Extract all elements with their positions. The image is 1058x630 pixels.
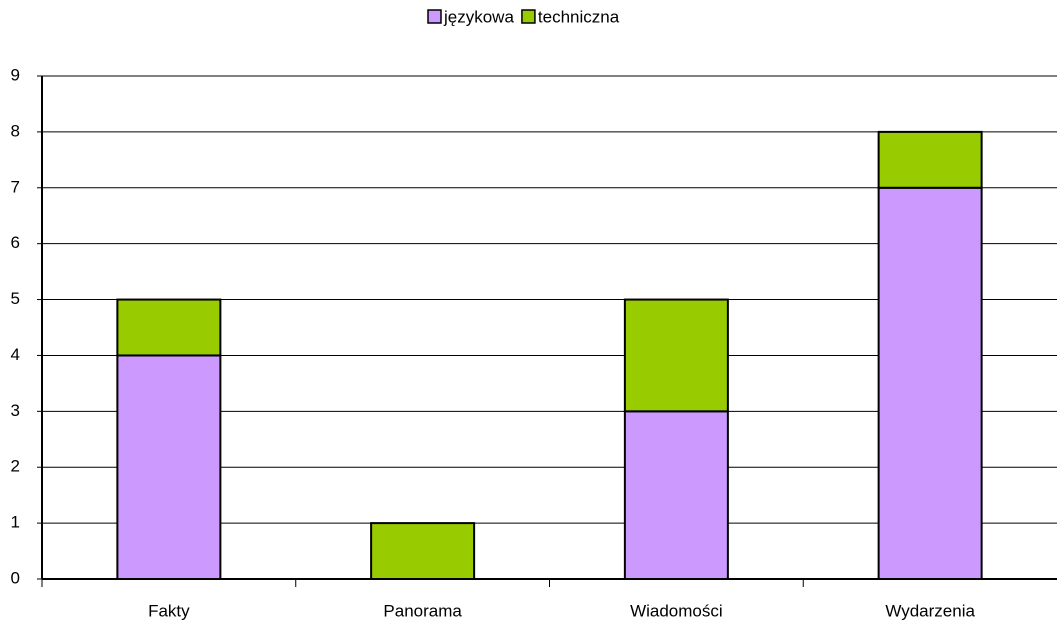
bar-segment <box>370 522 476 580</box>
x-tick-label: Wiadomości <box>630 601 723 620</box>
y-tick-label: 4 <box>11 345 20 364</box>
legend-swatch <box>427 9 442 24</box>
x-tick-label: Wydarzenia <box>885 601 975 620</box>
y-tick-label: 6 <box>11 233 20 252</box>
legend-label: techniczna <box>538 7 620 26</box>
y-tick-label: 0 <box>11 568 20 587</box>
bar-segment <box>623 298 729 413</box>
y-tick-label: 9 <box>11 65 20 84</box>
y-tick-label: 2 <box>11 457 20 476</box>
y-tick-label: 1 <box>11 513 20 532</box>
y-tick-label: 8 <box>11 121 20 140</box>
bar-segment <box>116 298 222 357</box>
x-tick-label: Fakty <box>148 601 190 620</box>
bar-segment <box>116 354 222 581</box>
legend-label: językowa <box>443 7 514 26</box>
legend-swatch <box>521 9 536 24</box>
y-tick-label: 5 <box>11 289 20 308</box>
y-tick-label: 7 <box>11 177 20 196</box>
x-tick-label: Panorama <box>383 601 462 620</box>
bar-segment <box>877 130 983 189</box>
y-tick-label: 3 <box>11 401 20 420</box>
bar-segment <box>877 186 983 580</box>
bar-segment <box>623 410 729 581</box>
